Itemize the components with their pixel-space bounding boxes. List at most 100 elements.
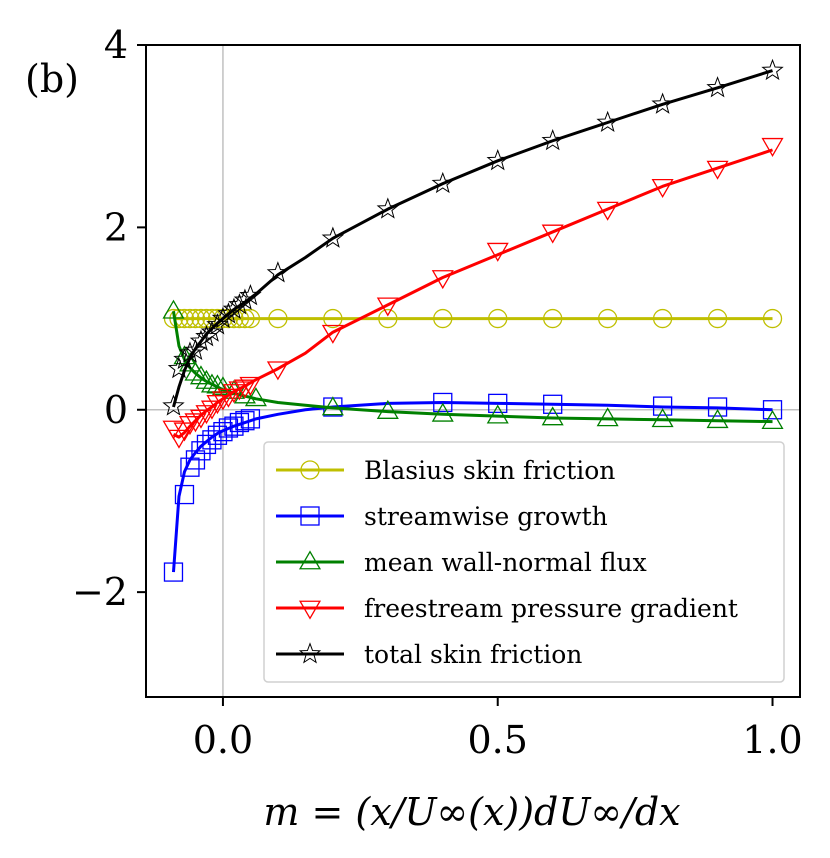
data-point-freestream-pressure-gradient <box>651 178 674 198</box>
data-point-freestream-pressure-gradient <box>189 409 212 429</box>
data-point-streamwise-growth <box>174 484 195 505</box>
legend: Blasius skin friction streamwise growth me… <box>263 441 785 683</box>
data-point-freestream-pressure-gradient <box>178 416 201 436</box>
data-point-freestream-pressure-gradient <box>211 391 234 411</box>
legend-item-streamwise-growth: streamwise growth <box>276 502 608 531</box>
data-point-total-skin-friction <box>596 110 619 133</box>
data-point-streamwise-growth <box>191 441 211 461</box>
data-point-blasius-skin-friction <box>488 308 508 329</box>
legend-item-total-skin-friction: total skin friction <box>276 640 582 669</box>
legend-item-mean-wall-normal-flux: mean wall-normal flux <box>276 548 647 577</box>
data-point-total-skin-friction <box>200 320 224 342</box>
data-point-mean-wall-normal-flux <box>321 396 344 416</box>
legend-marker <box>298 642 322 664</box>
y-tick-label: 4 <box>104 23 128 67</box>
panel-label: (b) <box>25 57 79 101</box>
data-point-blasius-skin-friction <box>707 308 728 329</box>
data-point-total-skin-friction <box>228 293 251 315</box>
legend-marker <box>298 600 322 620</box>
data-point-total-skin-friction <box>233 288 257 310</box>
data-point-total-skin-friction <box>222 297 246 319</box>
data-point-mean-wall-normal-flux <box>541 406 564 426</box>
data-point-total-skin-friction <box>651 92 674 114</box>
data-point-freestream-pressure-gradient <box>486 242 509 262</box>
data-point-streamwise-growth <box>163 562 184 582</box>
data-point-mean-wall-normal-flux <box>200 373 223 393</box>
data-point-mean-wall-normal-flux <box>431 402 454 422</box>
data-point-streamwise-growth <box>707 397 728 417</box>
data-point-freestream-pressure-gradient <box>321 324 344 344</box>
series-total-skin-friction <box>162 58 784 416</box>
x-axis-label: m = (x/U∞(x))dU∞/dx <box>263 790 680 834</box>
data-point-blasius-skin-friction <box>652 308 673 329</box>
data-point-blasius-skin-friction <box>597 308 618 329</box>
data-point-mean-wall-normal-flux <box>376 399 399 419</box>
data-point-total-skin-friction <box>239 283 262 306</box>
data-point-freestream-pressure-gradient <box>541 224 564 244</box>
data-point-blasius-skin-friction <box>240 308 261 329</box>
data-point-streamwise-growth <box>202 430 222 450</box>
data-point-mean-wall-normal-flux <box>178 352 201 372</box>
data-point-freestream-pressure-gradient <box>206 395 229 415</box>
data-point-streamwise-growth <box>762 400 783 420</box>
data-point-blasius-skin-friction <box>191 308 211 329</box>
legend-box <box>263 441 785 683</box>
data-point-streamwise-growth <box>433 392 453 413</box>
data-point-total-skin-friction <box>486 149 509 171</box>
data-point-freestream-pressure-gradient <box>200 400 223 420</box>
data-point-total-skin-friction <box>195 325 218 347</box>
data-point-freestream-pressure-gradient <box>233 379 256 399</box>
data-point-freestream-pressure-gradient <box>431 270 454 290</box>
legend-item-freestream-pressure-gradient: freestream pressure gradient <box>276 594 738 623</box>
data-point-streamwise-growth <box>235 411 255 431</box>
y-tick-label: 2 <box>104 205 128 249</box>
data-point-streamwise-growth <box>652 396 673 416</box>
legend-label: streamwise growth <box>364 502 608 531</box>
legend-label: Blasius skin friction <box>364 456 615 485</box>
legend-label: total skin friction <box>364 640 582 669</box>
data-point-total-skin-friction <box>206 313 229 335</box>
data-point-total-skin-friction <box>217 302 240 324</box>
data-point-streamwise-growth <box>229 412 250 433</box>
data-point-blasius-skin-friction <box>762 308 783 329</box>
data-point-mean-wall-normal-flux <box>195 369 218 389</box>
x-tick-label: 1.0 <box>742 718 802 762</box>
legend-label: freestream pressure gradient <box>364 594 738 623</box>
data-point-streamwise-growth <box>488 393 508 414</box>
data-point-freestream-pressure-gradient <box>195 405 218 425</box>
data-point-freestream-pressure-gradient <box>228 381 251 401</box>
data-point-freestream-pressure-gradient <box>239 376 262 396</box>
data-point-freestream-pressure-gradient <box>184 413 207 433</box>
data-point-blasius-skin-friction <box>543 308 563 329</box>
plot-area <box>146 45 800 697</box>
data-point-blasius-skin-friction <box>268 308 288 329</box>
data-point-mean-wall-normal-flux <box>706 409 729 429</box>
legend-marker <box>300 460 320 480</box>
data-point-freestream-pressure-gradient <box>222 384 245 404</box>
data-point-total-skin-friction <box>173 347 196 370</box>
data-point-total-skin-friction <box>376 197 400 219</box>
y-tick-label: −2 <box>72 570 128 614</box>
data-point-blasius-skin-friction <box>185 308 206 329</box>
data-point-freestream-pressure-gradient <box>376 297 399 317</box>
data-point-total-skin-friction <box>211 306 235 329</box>
axes-frame <box>145 44 801 698</box>
legend-marker <box>298 550 322 570</box>
data-point-freestream-pressure-gradient <box>266 361 289 381</box>
data-point-total-skin-friction <box>541 128 564 151</box>
y-tick-label: 0 <box>104 388 128 432</box>
series-line-total-skin-friction <box>172 69 773 408</box>
data-point-total-skin-friction <box>431 171 454 194</box>
data-point-blasius-skin-friction <box>323 308 343 329</box>
data-point-freestream-pressure-gradient <box>596 201 619 221</box>
x-tick-label: 0.5 <box>468 718 528 762</box>
data-point-streamwise-growth <box>543 394 563 414</box>
data-point-mean-wall-normal-flux <box>761 409 784 430</box>
legend-label: mean wall-normal flux <box>364 548 647 577</box>
data-point-streamwise-growth <box>180 457 200 477</box>
data-point-freestream-pressure-gradient <box>217 388 240 408</box>
data-point-streamwise-growth <box>240 409 261 429</box>
data-point-total-skin-friction <box>189 329 213 351</box>
data-point-blasius-skin-friction <box>207 308 228 329</box>
